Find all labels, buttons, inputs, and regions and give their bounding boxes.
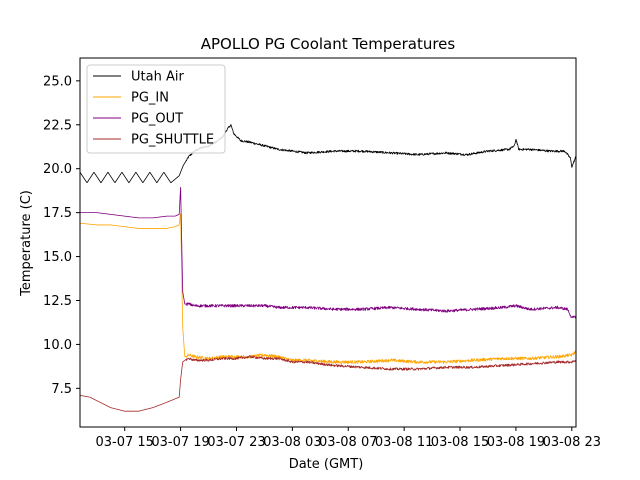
y-tick-label: 25.0 <box>43 74 72 89</box>
x-tick-label: 03-08 11 <box>375 435 433 450</box>
y-tick-label: 22.5 <box>43 118 72 133</box>
y-tick-label: 15.0 <box>43 250 72 265</box>
y-tick-label: 20.0 <box>43 162 72 177</box>
plot-frame <box>79 57 577 428</box>
x-axis-label: Date (GMT) <box>289 457 364 472</box>
y-tick-label: 12.5 <box>43 294 72 309</box>
legend-label: PG_SHUTTLE <box>131 133 214 148</box>
series-line-pg-shuttle <box>79 355 577 412</box>
legend-label: PG_IN <box>131 91 169 106</box>
legend-label: PG_OUT <box>131 112 183 127</box>
x-tick-label: 03-08 15 <box>431 435 489 450</box>
x-tick-label: 03-07 15 <box>95 435 153 450</box>
x-tick-label: 03-08 03 <box>263 435 321 450</box>
x-tick-label: 03-07 19 <box>151 435 209 450</box>
legend-label: Utah Air <box>131 70 184 85</box>
y-tick-label: 17.5 <box>43 206 72 221</box>
y-tick-label: 7.5 <box>51 382 72 397</box>
legend-entries: Utah Air PG_IN PG_OUT PG_SHUTTLE <box>93 70 214 148</box>
series-layer <box>79 124 577 412</box>
y-tick-label: 10.0 <box>43 338 72 353</box>
legend-box <box>86 64 226 154</box>
chart-title: APOLLO PG Coolant Temperatures <box>201 35 456 53</box>
series-line-pg-in <box>79 213 577 364</box>
x-tick-label: 03-07 23 <box>207 435 265 450</box>
series-line-utah-air <box>79 124 577 184</box>
x-tick-label: 03-08 23 <box>543 435 601 450</box>
x-tick-label: 03-08 19 <box>487 435 545 450</box>
legend: Utah Air PG_IN PG_OUT PG_SHUTTLE <box>86 64 226 154</box>
y-axis-label: Temperature (C) <box>19 190 34 297</box>
series-line-pg-out <box>79 186 577 319</box>
x-tick-label: 03-08 07 <box>319 435 377 450</box>
